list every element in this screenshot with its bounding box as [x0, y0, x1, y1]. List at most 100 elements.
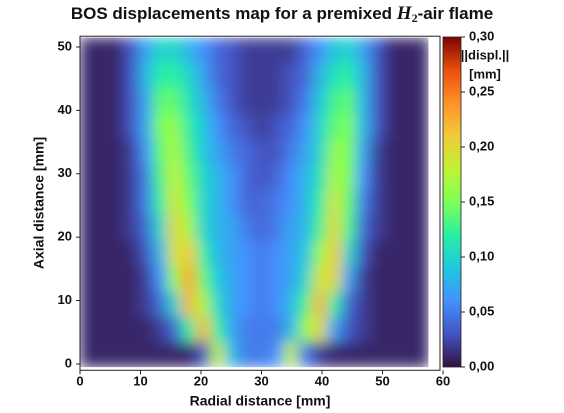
- heatmap-cell: [283, 138, 299, 165]
- heatmap-cell: [297, 265, 313, 292]
- heatmap-cell: [239, 113, 255, 140]
- heatmap-cell: [196, 37, 212, 64]
- heatmap-cell: [283, 291, 299, 317]
- heatmap-cell: [268, 240, 284, 267]
- heatmap-cell: [181, 214, 197, 241]
- heatmap-cell: [138, 189, 154, 216]
- title-math: H: [396, 3, 413, 24]
- heatmap-cell: [312, 113, 328, 140]
- heatmap-cell: [94, 341, 110, 368]
- heatmap-cell: [152, 189, 168, 216]
- heatmap-cell: [123, 265, 139, 292]
- heatmap-cell: [384, 113, 400, 140]
- heatmap-cell: [210, 37, 226, 64]
- heatmap-cell: [370, 189, 386, 216]
- heatmap-cell: [80, 164, 96, 191]
- heatmap-cell: [167, 37, 183, 64]
- heatmap-cell: [138, 62, 154, 89]
- heatmap-cell: [268, 88, 284, 115]
- heatmap-cell: [138, 341, 154, 368]
- heatmap-cell: [326, 291, 342, 317]
- heatmap: [80, 37, 429, 368]
- heatmap-cell: [181, 291, 197, 317]
- heatmap-cell: [413, 291, 429, 317]
- heatmap-cell: [225, 88, 241, 115]
- heatmap-cell: [283, 113, 299, 140]
- x-tick-label: 60: [436, 374, 450, 389]
- heatmap-cell: [384, 265, 400, 292]
- heatmap-cell: [254, 138, 270, 165]
- heatmap-cell: [297, 214, 313, 241]
- colorbar-tick-label: 0,25: [469, 83, 494, 98]
- heatmap-cell: [254, 240, 270, 267]
- heatmap-cell: [123, 291, 139, 317]
- heatmap-cell: [109, 341, 125, 368]
- heatmap-cell: [80, 113, 96, 140]
- heatmap-cell: [268, 138, 284, 165]
- heatmap-cell: [152, 240, 168, 267]
- title-text: -air flame: [418, 4, 494, 23]
- heatmap-cell: [384, 88, 400, 115]
- heatmap-cell: [268, 316, 284, 343]
- heatmap-cell: [341, 164, 357, 191]
- heatmap-cell: [225, 138, 241, 165]
- heatmap-cell: [181, 240, 197, 267]
- heatmap-cell: [210, 138, 226, 165]
- heatmap-cell: [326, 138, 342, 165]
- heatmap-cell: [283, 341, 299, 368]
- heatmap-cell: [254, 164, 270, 191]
- heatmap-cell: [167, 138, 183, 165]
- heatmap-cell: [167, 316, 183, 343]
- heatmap-cell: [138, 240, 154, 267]
- heatmap-cell: [94, 88, 110, 115]
- y-axis-title: Axial distance [mm]: [31, 137, 47, 269]
- heatmap-cell: [123, 164, 139, 191]
- heatmap-cell: [138, 316, 154, 343]
- heatmap-cell: [94, 189, 110, 216]
- heatmap-cell: [181, 164, 197, 191]
- heatmap-cell: [384, 341, 400, 368]
- heatmap-cell: [239, 316, 255, 343]
- heatmap-cell: [312, 341, 328, 368]
- heatmap-cell: [225, 214, 241, 241]
- heatmap-cell: [413, 341, 429, 368]
- heatmap-cell: [196, 88, 212, 115]
- heatmap-cell: [355, 88, 371, 115]
- heatmap-cell: [181, 138, 197, 165]
- heatmap-cell: [94, 214, 110, 241]
- heatmap-cell: [239, 62, 255, 89]
- heatmap-cell: [109, 138, 125, 165]
- heatmap-cell: [312, 37, 328, 64]
- heatmap-cell: [152, 37, 168, 64]
- heatmap-cell: [196, 341, 212, 368]
- heatmap-cell: [355, 214, 371, 241]
- heatmap-cell: [167, 214, 183, 241]
- heatmap-cell: [297, 113, 313, 140]
- x-tick-label: 40: [315, 374, 329, 389]
- heatmap-cell: [152, 113, 168, 140]
- heatmap-cell: [123, 189, 139, 216]
- heatmap-cell: [123, 240, 139, 267]
- heatmap-cell: [196, 214, 212, 241]
- heatmap-cell: [384, 291, 400, 317]
- colorbar-tick-label: 0,05: [469, 303, 494, 318]
- heatmap-cell: [341, 341, 357, 368]
- heatmap-cell: [123, 88, 139, 115]
- heatmap-cell: [167, 62, 183, 89]
- heatmap-cell: [341, 214, 357, 241]
- heatmap-cell: [297, 88, 313, 115]
- heatmap-cell: [268, 214, 284, 241]
- heatmap-cell: [326, 316, 342, 343]
- heatmap-cell: [326, 240, 342, 267]
- x-axis-title: Radial distance [mm]: [190, 393, 331, 409]
- heatmap-cell: [413, 62, 429, 89]
- heatmap-cell: [138, 88, 154, 115]
- heatmap-cell: [123, 37, 139, 64]
- x-tick-label: 50: [375, 374, 389, 389]
- heatmap-cell: [384, 37, 400, 64]
- heatmap-cell: [312, 291, 328, 317]
- x-tick-label: 10: [133, 374, 147, 389]
- heatmap-cell: [138, 113, 154, 140]
- y-tick-label: 20: [58, 229, 72, 244]
- heatmap-cell: [109, 265, 125, 292]
